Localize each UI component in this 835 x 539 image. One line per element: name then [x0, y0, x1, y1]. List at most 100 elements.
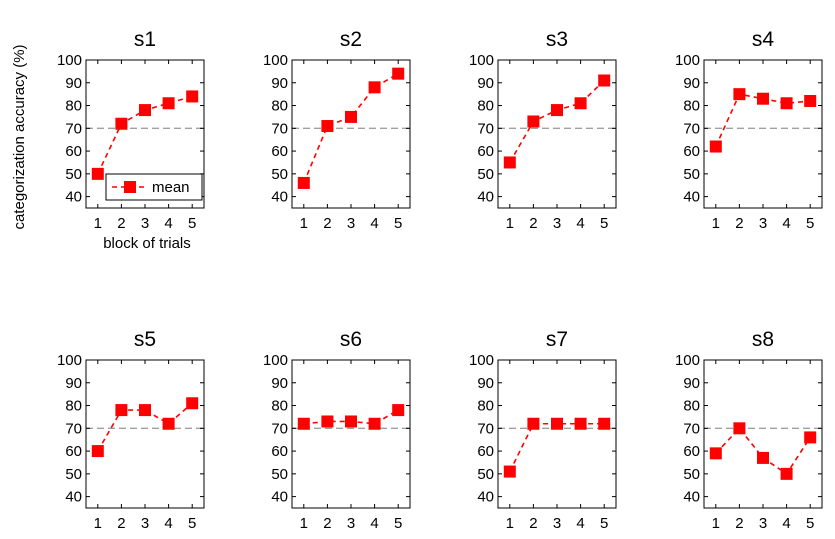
y-tick-label: 100	[57, 52, 82, 69]
data-point	[527, 115, 540, 128]
y-tick-label: 100	[675, 352, 700, 369]
y-tick-label: 80	[271, 398, 288, 415]
series-line	[715, 427, 811, 475]
y-tick-label: 100	[57, 352, 82, 369]
y-tick-label: 90	[65, 75, 82, 92]
y-tick-label: 100	[469, 352, 494, 369]
data-point	[186, 397, 199, 410]
y-tick-label: 80	[65, 398, 82, 415]
y-tick-label: 60	[683, 443, 700, 460]
x-tick-label: 4	[576, 215, 584, 232]
legend-label: mean	[152, 179, 190, 196]
data-point	[757, 451, 769, 464]
data-point	[503, 156, 516, 169]
x-tick-label: 4	[164, 215, 172, 232]
data-point	[162, 97, 175, 110]
y-tick-label: 70	[65, 120, 82, 137]
y-tick-label: 90	[477, 375, 494, 392]
y-tick-label: 100	[263, 352, 288, 369]
y-tick-label: 50	[271, 166, 288, 183]
y-tick-label: 70	[271, 120, 288, 137]
y-tick-label: 90	[271, 75, 288, 92]
x-tick-label: 2	[529, 515, 537, 532]
x-tick-label: 1	[300, 215, 308, 232]
y-tick-label: 70	[683, 120, 700, 137]
x-tick-label: 2	[323, 515, 331, 532]
x-tick-label: 3	[759, 215, 767, 232]
data-point	[368, 417, 381, 430]
data-point	[91, 445, 104, 458]
x-tick-label: 5	[188, 215, 196, 232]
panel-title: s6	[340, 328, 362, 351]
x-tick-label: 4	[576, 515, 584, 532]
x-tick-label: 5	[394, 215, 402, 232]
x-tick-label: 5	[394, 515, 402, 532]
data-point	[186, 90, 199, 103]
y-tick-label: 70	[683, 420, 700, 437]
x-tick-label: 2	[117, 215, 125, 232]
series-line	[509, 79, 605, 163]
axes-box	[703, 359, 823, 509]
x-tick-label: 3	[553, 515, 561, 532]
panel-s1: s1 40 50 60 70 80 90 100 1 2 3 4 5 mean	[57, 28, 205, 232]
data-point	[598, 74, 611, 87]
y-tick-label: 80	[683, 398, 700, 415]
y-tick-label: 90	[683, 75, 700, 92]
legend-marker	[124, 181, 136, 193]
data-point	[91, 167, 104, 180]
panel-title: s7	[546, 328, 568, 351]
data-point	[733, 422, 746, 435]
panel-title: s5	[134, 328, 156, 351]
x-tick-label: 3	[553, 215, 561, 232]
x-tick-label: 2	[323, 215, 331, 232]
x-tick-label: 2	[735, 215, 743, 232]
y-tick-label: 80	[477, 98, 494, 115]
data-point	[162, 417, 175, 430]
y-tick-label: 60	[271, 143, 288, 160]
panel-title: s1	[134, 28, 156, 51]
data-point	[574, 97, 587, 110]
data-point	[503, 465, 516, 478]
x-tick-label: 1	[94, 515, 102, 532]
panel-s2: s2 40 50 60 70 80 90 100 1 2 3 4 5	[263, 28, 411, 232]
x-tick-label: 5	[806, 215, 814, 232]
x-tick-label: 1	[506, 215, 514, 232]
x-tick-label: 1	[94, 215, 102, 232]
x-tick-label: 2	[529, 215, 537, 232]
y-tick-label: 40	[65, 189, 82, 206]
y-tick-label: 50	[65, 466, 82, 483]
x-tick-label: 4	[782, 215, 790, 232]
x-tick-label: 3	[347, 215, 355, 232]
panel-title: s2	[340, 28, 362, 51]
x-tick-label: 3	[141, 515, 149, 532]
panel-s8: s8 40 50 60 70 80 90 100 1 2 3 4 5	[675, 328, 823, 532]
y-tick-label: 90	[65, 375, 82, 392]
y-tick-label: 60	[271, 443, 288, 460]
series-line	[97, 402, 193, 452]
y-tick-label: 60	[477, 443, 494, 460]
y-tick-label: 90	[683, 375, 700, 392]
x-tick-label: 3	[347, 515, 355, 532]
data-point	[139, 404, 151, 417]
x-tick-label: 5	[600, 515, 608, 532]
axes-box	[85, 359, 205, 509]
y-tick-label: 50	[477, 466, 494, 483]
y-tick-label: 50	[477, 166, 494, 183]
data-point	[368, 81, 381, 94]
data-point	[139, 104, 151, 117]
y-tick-label: 70	[65, 420, 82, 437]
y-tick-label: 100	[675, 52, 700, 69]
y-tick-label: 60	[65, 443, 82, 460]
data-point	[321, 415, 334, 428]
panel-s6: s6 40 50 60 70 80 90 100 1 2 3 4 5	[263, 328, 411, 532]
data-point	[780, 97, 793, 110]
axes-box	[497, 359, 617, 509]
y-tick-label: 80	[683, 98, 700, 115]
x-tick-label: 1	[712, 215, 720, 232]
data-point	[709, 447, 722, 460]
y-tick-label: 40	[271, 189, 288, 206]
y-tick-label: 50	[65, 166, 82, 183]
data-point	[345, 415, 357, 428]
y-tick-label: 80	[65, 98, 82, 115]
y-tick-label: 100	[469, 52, 494, 69]
